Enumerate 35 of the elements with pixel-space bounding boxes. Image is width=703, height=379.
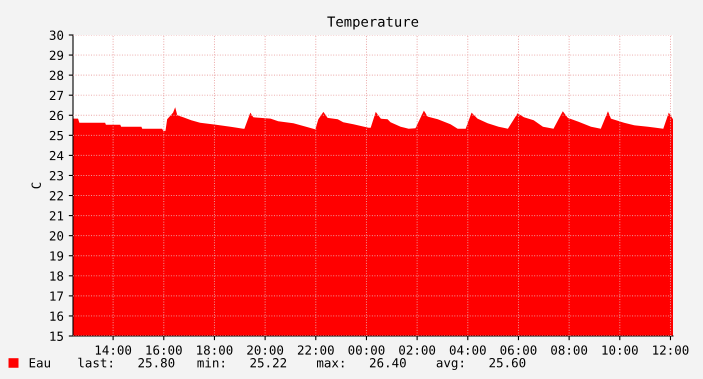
x-tick-label: 10:00 xyxy=(602,345,638,355)
x-tick-label: 16:00 xyxy=(146,345,182,355)
y-tick-label: 18 xyxy=(50,271,64,281)
y-tick-label: 29 xyxy=(50,50,64,60)
y-tick-label: 15 xyxy=(50,332,63,341)
y-tick-label: 26 xyxy=(50,110,64,120)
y-tick-label: 17 xyxy=(50,292,64,301)
chart-title: Temperature xyxy=(327,16,418,30)
x-tick-label: 20:00 xyxy=(247,345,284,355)
x-tick-label: 04:00 xyxy=(450,345,486,355)
x-tick-label: 22:00 xyxy=(298,345,334,355)
y-tick-label: 27 xyxy=(50,90,64,100)
x-tick-label: 08:00 xyxy=(551,345,588,355)
x-tick-label: 18:00 xyxy=(197,345,232,355)
x-tick-label: 02:00 xyxy=(399,345,436,355)
text: min: 25.22 xyxy=(198,358,286,368)
x-tick-label: 12:00 xyxy=(653,345,688,355)
y-tick-label: 28 xyxy=(50,70,64,80)
y-tick-label: 23 xyxy=(50,170,64,180)
y-tick-label: 25 xyxy=(50,130,63,140)
x-tick-label: 06:00 xyxy=(500,345,536,355)
text: avg: 25.60 xyxy=(436,358,526,370)
x-tick-label: 14:00 xyxy=(96,345,132,355)
legend-label: Eau xyxy=(30,358,50,368)
y-tick-label: 20 xyxy=(50,231,64,241)
y-tick-label: 16 xyxy=(50,311,64,321)
y-tick-label: 24 xyxy=(50,150,64,160)
y-tick-label: 19 xyxy=(50,251,64,261)
y-tick-label: 21 xyxy=(50,211,64,220)
y-axis-title: C xyxy=(31,182,41,188)
y-tick-label: 22 xyxy=(50,191,63,200)
text: max: 26.40 xyxy=(317,358,406,368)
x-tick-label: 00:00 xyxy=(348,345,384,355)
y-tick-label: 30 xyxy=(50,30,64,40)
text: last: 25.80 xyxy=(78,358,174,368)
